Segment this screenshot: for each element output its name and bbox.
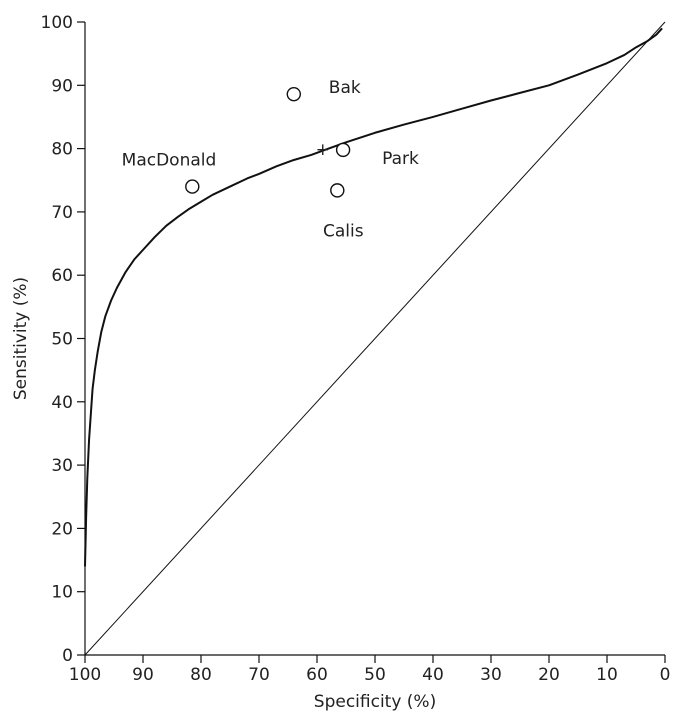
x-tick-label: 40: [422, 665, 444, 685]
y-tick-label: 90: [51, 76, 73, 96]
y-tick-label: 80: [51, 140, 73, 160]
x-tick-label: 60: [306, 665, 328, 685]
x-tick-label: 90: [132, 665, 154, 685]
y-tick-label: 30: [51, 456, 73, 476]
x-axis-ticks: 100 90 80 70 60 50 40 30 20 10 0: [69, 655, 671, 685]
y-axis-ticks: 0 10 20 30 40 50 60 70 80 90 100: [41, 13, 85, 666]
study-point: [330, 183, 345, 198]
y-axis-title: Sensitivity (%): [11, 277, 31, 400]
study-point: [335, 142, 351, 158]
x-tick-label: 10: [596, 665, 618, 685]
x-tick-label: 70: [248, 665, 270, 685]
y-tick-label: 40: [51, 393, 73, 413]
y-tick-label: 20: [51, 519, 73, 539]
study-points: MacDonald Bak Park Calis: [122, 78, 419, 241]
study-label: Park: [382, 149, 419, 169]
y-tick-label: 70: [51, 203, 73, 223]
y-tick-label: 60: [51, 266, 73, 286]
x-tick-label: 80: [190, 665, 212, 685]
y-tick-label: 10: [51, 583, 73, 603]
x-tick-label: 100: [69, 665, 101, 685]
study-label: Bak: [329, 78, 361, 98]
x-tick-label: 0: [660, 665, 671, 685]
series: +: [84, 21, 666, 656]
study-label: MacDonald: [122, 151, 217, 171]
roc-curve-line: [84, 27, 663, 567]
x-tick-label: 20: [538, 665, 560, 685]
y-tick-label: 50: [51, 330, 73, 350]
study-point: [286, 86, 301, 102]
study-point: [185, 179, 200, 194]
x-tick-label: 50: [364, 665, 386, 685]
cutoff-marker: +: [316, 140, 330, 160]
study-label: Calis: [323, 221, 364, 241]
y-tick-label: 0: [62, 646, 73, 666]
diagonal-reference-line: [84, 21, 666, 656]
y-tick-label: 100: [41, 13, 73, 33]
x-tick-label: 30: [480, 665, 502, 685]
x-axis-title: Specificity (%): [314, 692, 436, 712]
